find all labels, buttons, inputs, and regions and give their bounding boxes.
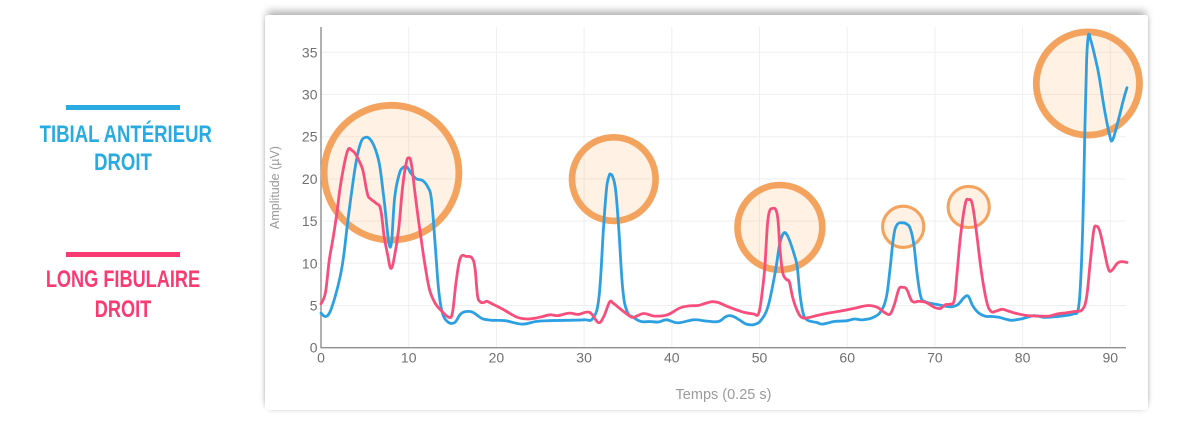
- svg-text:0: 0: [317, 350, 325, 366]
- svg-text:40: 40: [664, 350, 680, 366]
- svg-text:Temps (0.25 s): Temps (0.25 s): [676, 387, 772, 403]
- svg-text:15: 15: [302, 213, 318, 229]
- svg-text:80: 80: [1015, 350, 1031, 366]
- svg-text:50: 50: [752, 350, 768, 366]
- svg-text:35: 35: [302, 44, 318, 60]
- svg-text:20: 20: [302, 171, 318, 187]
- svg-text:30: 30: [576, 350, 592, 366]
- svg-text:0: 0: [310, 340, 318, 356]
- svg-text:25: 25: [302, 129, 318, 145]
- svg-text:20: 20: [489, 350, 505, 366]
- svg-text:30: 30: [302, 87, 318, 103]
- svg-text:90: 90: [1103, 350, 1119, 366]
- svg-text:10: 10: [401, 350, 417, 366]
- svg-text:60: 60: [839, 350, 855, 366]
- svg-text:Amplitude (µV): Amplitude (µV): [268, 146, 282, 229]
- svg-text:10: 10: [302, 255, 318, 271]
- svg-text:70: 70: [927, 350, 943, 366]
- svg-text:5: 5: [310, 298, 318, 314]
